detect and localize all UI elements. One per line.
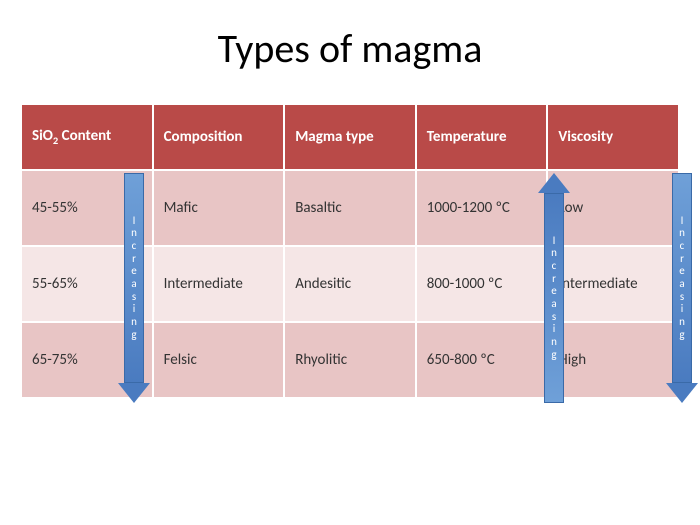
cell-composition: Mafic [153,170,285,246]
arrow-up-icon [538,173,570,193]
cell-composition: Intermediate [153,246,285,322]
arrow-label: Increasing [131,215,137,341]
cell-magma-type: Rhyolitic [284,322,416,398]
arrow-label: Increasing [551,235,557,361]
col-header-composition: Composition [153,104,285,170]
col-header-magma-type: Magma type [284,104,416,170]
table-container: SiO2 Content Composition Magma type Temp… [20,103,680,399]
cell-temperature: 800-1000 ºC [416,246,548,322]
arrow-label: Increasing [679,215,685,341]
page-title: Types of magma [0,0,700,103]
increasing-arrow-temperature: Increasing [540,173,568,403]
arrow-down-icon [666,383,698,403]
cell-temperature: 650-800 ºC [416,322,548,398]
col-header-viscosity: Viscosity [547,104,679,170]
increasing-arrow-sio2: Increasing [120,173,148,403]
magma-table: SiO2 Content Composition Magma type Temp… [20,103,680,399]
col-header-temperature: Temperature [416,104,548,170]
col-header-sio2: SiO2 Content [21,104,153,170]
cell-magma-type: Andesitic [284,246,416,322]
table-header-row: SiO2 Content Composition Magma type Temp… [21,104,679,170]
arrow-down-icon [118,383,150,403]
cell-composition: Felsic [153,322,285,398]
cell-temperature: 1000-1200 ºC [416,170,548,246]
cell-magma-type: Basaltic [284,170,416,246]
increasing-arrow-viscosity: Increasing [668,173,696,403]
